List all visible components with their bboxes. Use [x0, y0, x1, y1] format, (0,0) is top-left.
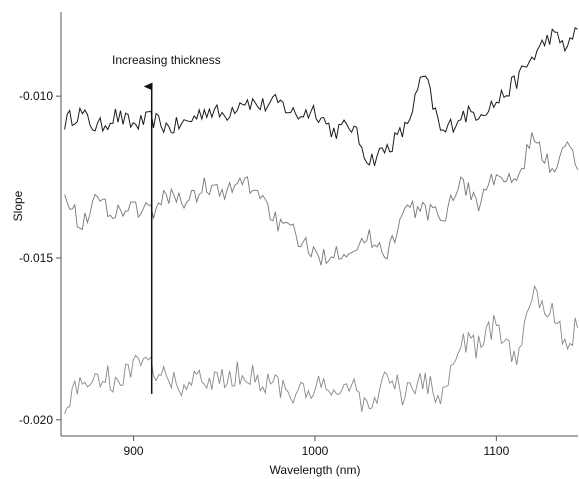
y-axis-ticks: -0.010 -0.015 -0.020 — [19, 89, 61, 427]
x-axis-ticks: 900 1000 1100 — [124, 436, 510, 458]
plot-frame — [60, 12, 578, 437]
y-axis-title: Slope — [11, 190, 25, 221]
y-tick-label: -0.020 — [19, 413, 53, 427]
x-axis-title: Wavelength (nm) — [270, 463, 361, 477]
x-tick-label: 1000 — [302, 444, 329, 458]
y-tick-label: -0.010 — [19, 89, 53, 103]
y-tick-label: -0.015 — [19, 251, 53, 265]
series-line-1 — [64, 27, 578, 166]
series-line-2 — [64, 132, 579, 266]
series-layer — [64, 27, 579, 414]
annotation-label: Increasing thickness — [112, 53, 221, 67]
x-tick-label: 900 — [124, 444, 144, 458]
series-line-3 — [64, 284, 579, 414]
x-tick-label: 1100 — [483, 444, 509, 458]
